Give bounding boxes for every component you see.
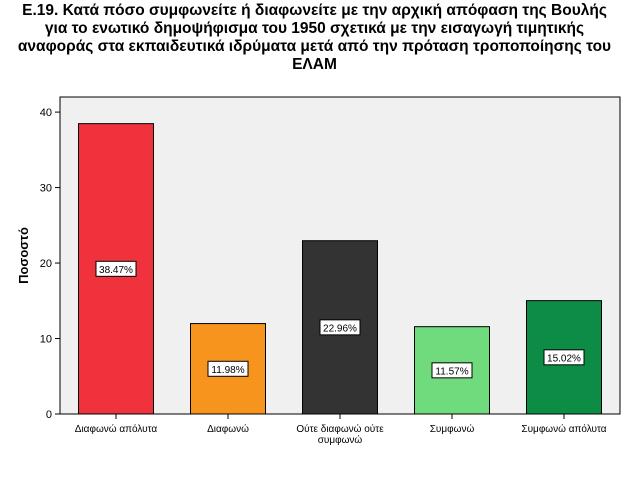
x-tick-label: Ούτε διαφωνώ ούτε bbox=[296, 423, 384, 435]
data-label-box bbox=[431, 362, 473, 379]
y-axis-label: Ποσοστό bbox=[16, 227, 31, 284]
x-tick-label: Διαφωνώ bbox=[207, 423, 249, 435]
data-label: 38.47% bbox=[99, 265, 133, 276]
data-label: 11.98% bbox=[211, 365, 244, 376]
y-tick-label: 20 bbox=[40, 258, 52, 270]
bar bbox=[302, 240, 378, 415]
chart-title: Ε.19. Κατά πόσο συμφωνείτε ή διαφωνείτε … bbox=[0, 2, 629, 74]
x-tick-label: συμφωνώ bbox=[318, 434, 363, 446]
y-tick-label: 10 bbox=[40, 334, 52, 346]
data-label-box bbox=[95, 260, 137, 277]
data-label-box bbox=[319, 319, 361, 336]
y-tick-label: 30 bbox=[40, 183, 52, 195]
x-tick-label: Συμφωνώ bbox=[430, 423, 475, 435]
x-tick-label: Διαφωνώ απόλυτα bbox=[75, 423, 158, 435]
chart-title-line: ΕΛΑΜ bbox=[292, 56, 337, 73]
y-tick-label: 40 bbox=[40, 107, 52, 119]
data-label: 15.02% bbox=[547, 353, 581, 364]
data-label-box bbox=[207, 360, 249, 377]
x-tick-label: Συμφωνώ απόλυτα bbox=[521, 423, 606, 435]
data-label-box bbox=[543, 349, 585, 366]
chart-title-line: Ε.19. Κατά πόσο συμφωνείτε ή διαφωνείτε … bbox=[22, 2, 607, 19]
y-tick-label: 0 bbox=[46, 409, 52, 421]
chart-title-line: για το ενωτικό δημοψήφισμα του 1950 σχετ… bbox=[44, 20, 585, 37]
chart-title-line: αναφοράς στα εκπαιδευτικά ιδρύματα μετά … bbox=[17, 38, 612, 55]
data-label: 22.96% bbox=[323, 323, 357, 334]
data-label: 11.57% bbox=[435, 366, 468, 377]
